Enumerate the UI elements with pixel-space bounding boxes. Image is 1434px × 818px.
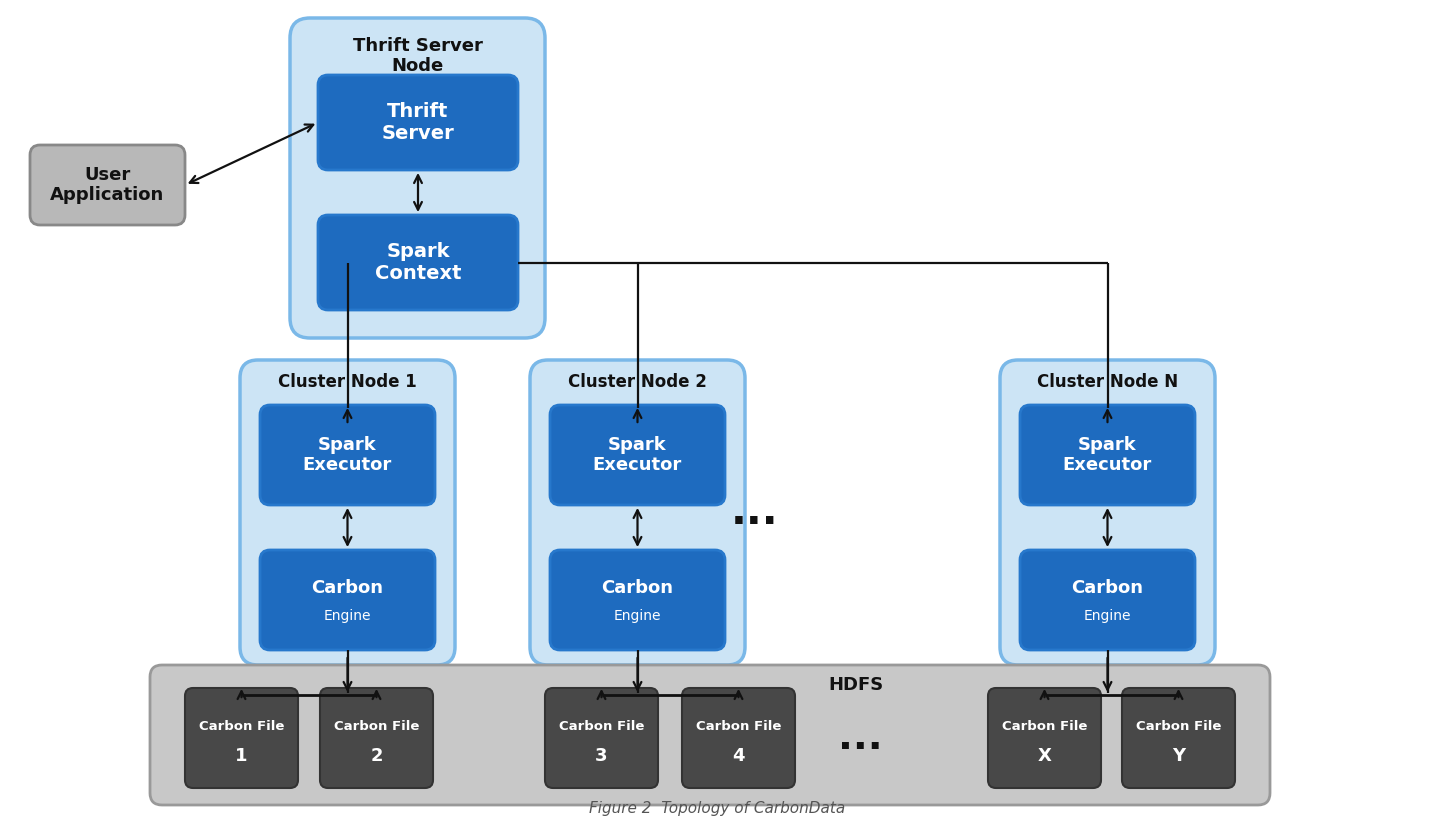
Text: Cluster Node 1: Cluster Node 1 xyxy=(278,373,417,391)
Text: Carbon File: Carbon File xyxy=(334,720,419,732)
FancyBboxPatch shape xyxy=(290,18,545,338)
FancyBboxPatch shape xyxy=(318,75,518,170)
FancyBboxPatch shape xyxy=(260,550,435,650)
Text: Spark
Context: Spark Context xyxy=(374,242,462,283)
Text: Cluster Node 2: Cluster Node 2 xyxy=(568,373,707,391)
FancyBboxPatch shape xyxy=(239,360,455,665)
Text: Thrift Server
Node: Thrift Server Node xyxy=(353,37,482,75)
FancyBboxPatch shape xyxy=(1020,550,1195,650)
Text: Figure 2  Topology of CarbonData: Figure 2 Topology of CarbonData xyxy=(589,801,845,816)
Text: Spark
Executor: Spark Executor xyxy=(1063,436,1152,474)
Text: Carbon File: Carbon File xyxy=(199,720,284,732)
Text: Y: Y xyxy=(1172,747,1184,765)
Text: Spark
Executor: Spark Executor xyxy=(592,436,683,474)
Text: X: X xyxy=(1038,747,1051,765)
Text: Carbon File: Carbon File xyxy=(559,720,644,732)
Text: ...: ... xyxy=(731,492,779,533)
FancyBboxPatch shape xyxy=(185,688,298,788)
Text: Carbon File: Carbon File xyxy=(1002,720,1087,732)
Text: 3: 3 xyxy=(595,747,608,765)
Text: Carbon File: Carbon File xyxy=(1136,720,1222,732)
Text: Engine: Engine xyxy=(1084,609,1131,623)
Text: 2: 2 xyxy=(370,747,383,765)
FancyBboxPatch shape xyxy=(260,405,435,505)
FancyBboxPatch shape xyxy=(551,550,726,650)
Text: Engine: Engine xyxy=(324,609,371,623)
FancyBboxPatch shape xyxy=(683,688,794,788)
Text: Carbon: Carbon xyxy=(1071,579,1143,597)
FancyBboxPatch shape xyxy=(988,688,1101,788)
Text: Thrift
Server: Thrift Server xyxy=(381,102,455,143)
Text: Spark
Executor: Spark Executor xyxy=(303,436,391,474)
FancyBboxPatch shape xyxy=(1020,405,1195,505)
Text: Cluster Node N: Cluster Node N xyxy=(1037,373,1179,391)
Text: Engine: Engine xyxy=(614,609,661,623)
Text: Carbon: Carbon xyxy=(311,579,383,597)
FancyBboxPatch shape xyxy=(545,688,658,788)
Text: Carbon File: Carbon File xyxy=(695,720,782,732)
FancyBboxPatch shape xyxy=(320,688,433,788)
FancyBboxPatch shape xyxy=(318,215,518,310)
Text: HDFS: HDFS xyxy=(827,676,883,694)
FancyBboxPatch shape xyxy=(1121,688,1235,788)
FancyBboxPatch shape xyxy=(531,360,746,665)
Text: 4: 4 xyxy=(733,747,744,765)
Text: ...: ... xyxy=(837,719,882,757)
FancyBboxPatch shape xyxy=(551,405,726,505)
Text: User
Application: User Application xyxy=(50,165,165,204)
Text: Carbon: Carbon xyxy=(601,579,674,597)
FancyBboxPatch shape xyxy=(151,665,1271,805)
Text: 1: 1 xyxy=(235,747,248,765)
FancyBboxPatch shape xyxy=(30,145,185,225)
FancyBboxPatch shape xyxy=(999,360,1215,665)
